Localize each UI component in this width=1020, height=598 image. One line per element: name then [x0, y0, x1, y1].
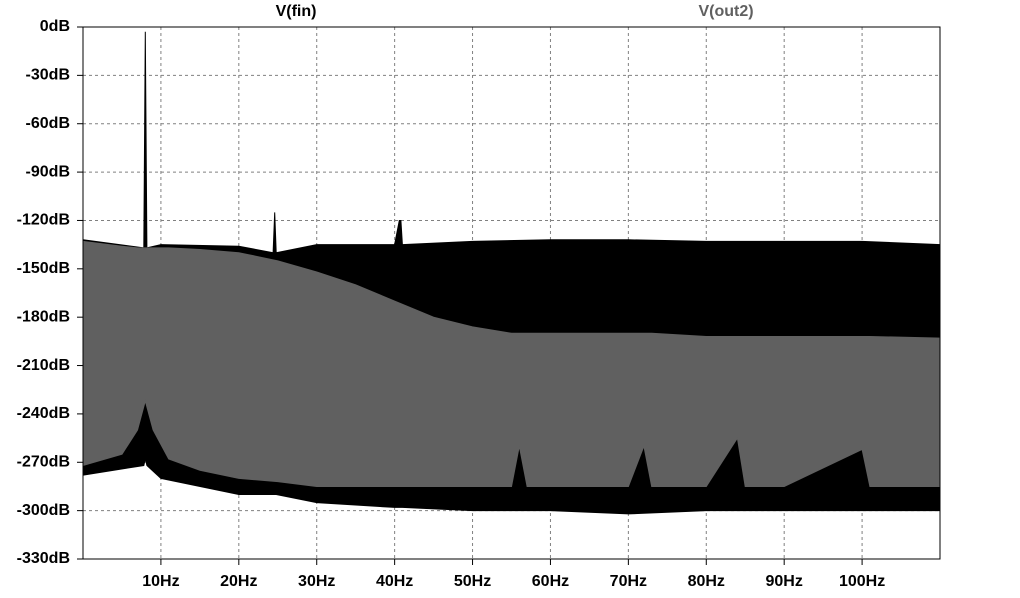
- x-tick-label: 40Hz: [376, 573, 413, 590]
- y-tick-label: -90dB: [26, 163, 70, 180]
- x-tick-label: 60Hz: [532, 573, 569, 590]
- y-tick-label: -30dB: [26, 67, 70, 84]
- y-tick-label: -270dB: [17, 453, 70, 470]
- x-tick-label: 80Hz: [688, 573, 725, 590]
- x-tick-label: 30Hz: [298, 573, 335, 590]
- x-tick-label: 10Hz: [142, 573, 179, 590]
- y-tick-label: -210dB: [17, 357, 70, 374]
- legend-entry: V(out2): [698, 3, 753, 20]
- y-tick-label: -120dB: [17, 212, 70, 229]
- y-tick-label: -60dB: [26, 115, 70, 132]
- y-tick-label: 0dB: [40, 18, 70, 35]
- x-tick-label: 50Hz: [454, 573, 491, 590]
- x-tick-label: 100Hz: [839, 573, 885, 590]
- plot-frame: [82, 26, 941, 560]
- x-tick-label: 20Hz: [220, 573, 257, 590]
- y-tick-label: -180dB: [17, 308, 70, 325]
- legend-entry: V(fin): [276, 3, 317, 20]
- x-tick-label: 90Hz: [766, 573, 803, 590]
- y-tick-label: -300dB: [17, 502, 70, 519]
- y-tick-label: -330dB: [17, 550, 70, 567]
- y-tick-label: -150dB: [17, 260, 70, 277]
- y-tick-label: -240dB: [17, 405, 70, 422]
- x-tick-label: 70Hz: [610, 573, 647, 590]
